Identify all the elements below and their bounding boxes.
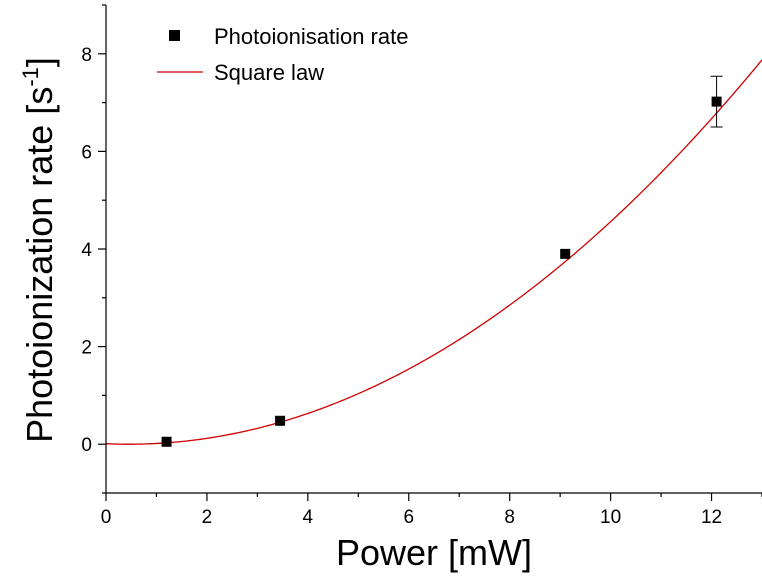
x-axis-title: Power [mW] [336, 532, 532, 573]
y-axis-title-superscript: -1 [18, 67, 43, 87]
legend-marker-photoionisation-rate [169, 30, 180, 41]
data-point [161, 436, 172, 447]
square-law-line [105, 59, 762, 445]
legend-label-square-law: Square law [214, 60, 324, 85]
data-point [275, 415, 286, 426]
x-tick-label: 8 [504, 507, 515, 528]
x-tick-label: 10 [600, 507, 621, 528]
square-law-fit-layer [105, 59, 762, 445]
y-tick-label: 8 [81, 45, 92, 66]
legend: Photoionisation rate Square law [157, 24, 408, 85]
data-point [560, 248, 571, 259]
x-tick-label: 12 [701, 507, 722, 528]
y-axis-title-close: ] [19, 57, 60, 67]
y-tick-label: 2 [81, 338, 92, 359]
y-tick-label: 4 [81, 240, 92, 261]
x-tick-label: 2 [202, 507, 213, 528]
x-tick-label: 4 [303, 507, 314, 528]
data-point [711, 96, 722, 107]
legend-label-photoionisation-rate: Photoionisation rate [214, 24, 408, 49]
y-axis-title-main: Photoionization rate [s [19, 87, 60, 443]
x-tick-label: 6 [403, 507, 414, 528]
data-points-layer [161, 75, 723, 447]
y-axis-title: Photoionization rate [s-1] [18, 57, 60, 443]
axes: 0 2 4 6 8 10 12 0 2 4 6 8 [81, 4, 762, 528]
y-tick-label: 6 [81, 142, 92, 163]
x-tick-label: 0 [101, 507, 112, 528]
y-tick-label: 0 [81, 435, 92, 456]
